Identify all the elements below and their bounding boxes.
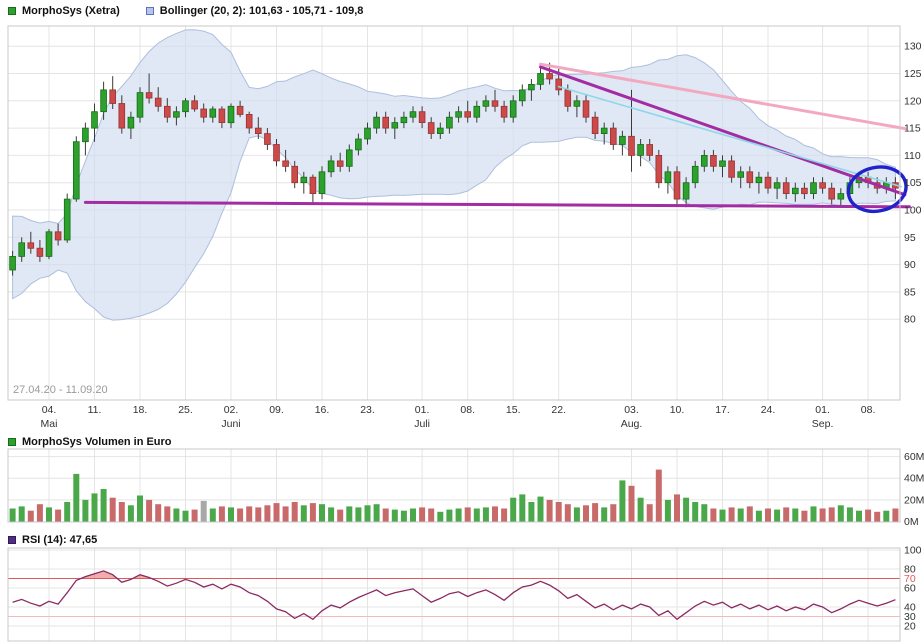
svg-text:40M: 40M (904, 473, 924, 485)
rsi-line (12, 570, 896, 621)
volume-panel-legend: MorphoSys Volumen in Euro (8, 436, 172, 448)
rsi-overbought-fill (12, 570, 896, 579)
svg-text:22.: 22. (551, 404, 566, 416)
svg-text:02.: 02. (224, 404, 239, 416)
minor-resistance-trendline (557, 85, 903, 188)
bollinger-swatch-icon (145, 7, 154, 15)
svg-text:Sep.: Sep. (812, 418, 834, 430)
rsi-panel-legend: RSI (14): 47,65 (8, 534, 97, 546)
svg-text:105: 105 (904, 177, 922, 189)
svg-text:95: 95 (904, 232, 916, 244)
candle-bodies (9, 73, 899, 271)
date-range-label: 27.04.20 - 11.09.20 (13, 384, 108, 396)
trend-annotations (83, 62, 911, 214)
svg-text:Juni: Juni (221, 418, 240, 430)
svg-text:10.: 10. (670, 404, 685, 416)
svg-text:17.: 17. (715, 404, 730, 416)
svg-text:120: 120 (904, 95, 922, 107)
svg-text:16.: 16. (315, 404, 330, 416)
panel-borders (7, 25, 901, 642)
axis-labels: 130 125 120 115 110 105 100 95 90 85 80 60M 40M 20M 0M… (41, 41, 924, 633)
svg-text:08.: 08. (460, 404, 475, 416)
svg-text:0M: 0M (904, 516, 919, 528)
svg-text:03.: 03. (624, 404, 639, 416)
bollinger-label: Bollinger (20, 2): 101,63 - 105,71 - 109… (159, 5, 364, 17)
svg-text:110: 110 (904, 150, 921, 162)
svg-text:01.: 01. (415, 404, 430, 416)
instrument-swatch-icon (8, 7, 16, 15)
svg-text:100: 100 (904, 205, 922, 217)
resistance-trendline (539, 65, 907, 197)
svg-text:24.: 24. (761, 404, 776, 416)
svg-text:11.: 11. (88, 404, 102, 416)
svg-text:30: 30 (904, 611, 916, 623)
rsi-label: RSI (14): 47,65 (22, 534, 98, 546)
bollinger-band-area (12, 29, 896, 321)
svg-text:Juli: Juli (414, 418, 430, 430)
svg-text:25.: 25. (178, 404, 193, 416)
svg-text:130: 130 (904, 41, 922, 53)
volume-swatch-icon (8, 438, 16, 446)
secondary-resistance-trendline (539, 62, 907, 131)
svg-text:08.: 08. (861, 404, 876, 416)
svg-text:90: 90 (904, 259, 916, 271)
highlight-ellipse (846, 165, 908, 214)
svg-text:40: 40 (904, 602, 916, 614)
svg-text:09.: 09. (269, 404, 284, 416)
svg-text:60: 60 (904, 583, 916, 595)
svg-text:Aug.: Aug. (621, 418, 643, 430)
svg-text:80: 80 (904, 314, 916, 326)
svg-text:100: 100 (904, 545, 922, 557)
price-panel-legend: MorphoSys (Xetra) Bollinger (20, 2): 101… (8, 5, 363, 17)
svg-text:80: 80 (904, 564, 916, 576)
legend-item-bollinger: Bollinger (20, 2): 101,63 - 105,71 - 109… (145, 5, 364, 17)
svg-text:04.: 04. (42, 404, 57, 416)
svg-text:Mai: Mai (41, 418, 58, 430)
support-trendline (83, 200, 911, 209)
svg-text:15.: 15. (506, 404, 521, 416)
svg-text:70: 70 (904, 573, 916, 585)
svg-text:115: 115 (904, 123, 921, 135)
rsi-swatch-icon (8, 536, 16, 544)
svg-text:18.: 18. (133, 404, 148, 416)
instrument-label: MorphoSys (Xetra) (22, 5, 120, 17)
svg-text:01.: 01. (815, 404, 830, 416)
svg-text:60M: 60M (904, 451, 924, 463)
legend-item-instrument: MorphoSys (Xetra) (8, 5, 120, 17)
svg-text:20M: 20M (904, 494, 924, 506)
svg-text:20: 20 (904, 621, 916, 633)
svg-text:85: 85 (904, 286, 916, 298)
volume-bars (9, 469, 899, 522)
volume-label: MorphoSys Volumen in Euro (22, 436, 172, 448)
svg-text:125: 125 (904, 68, 922, 80)
svg-text:23.: 23. (360, 404, 375, 416)
legend-item-volume: MorphoSys Volumen in Euro (8, 436, 172, 448)
legend-item-rsi: RSI (14): 47,65 (8, 534, 97, 546)
